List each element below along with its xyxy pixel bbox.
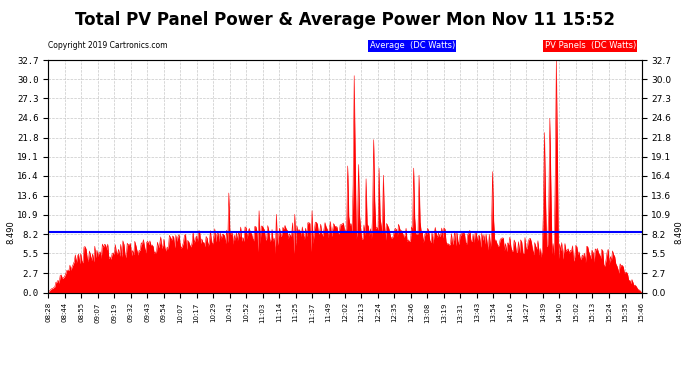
Text: Total PV Panel Power & Average Power Mon Nov 11 15:52: Total PV Panel Power & Average Power Mon… bbox=[75, 11, 615, 29]
Text: 8.490: 8.490 bbox=[674, 220, 683, 244]
Text: Average  (DC Watts): Average (DC Watts) bbox=[370, 41, 455, 50]
Text: PV Panels  (DC Watts): PV Panels (DC Watts) bbox=[544, 41, 635, 50]
Text: 8.490: 8.490 bbox=[7, 220, 16, 244]
Text: Copyright 2019 Cartronics.com: Copyright 2019 Cartronics.com bbox=[48, 41, 168, 50]
